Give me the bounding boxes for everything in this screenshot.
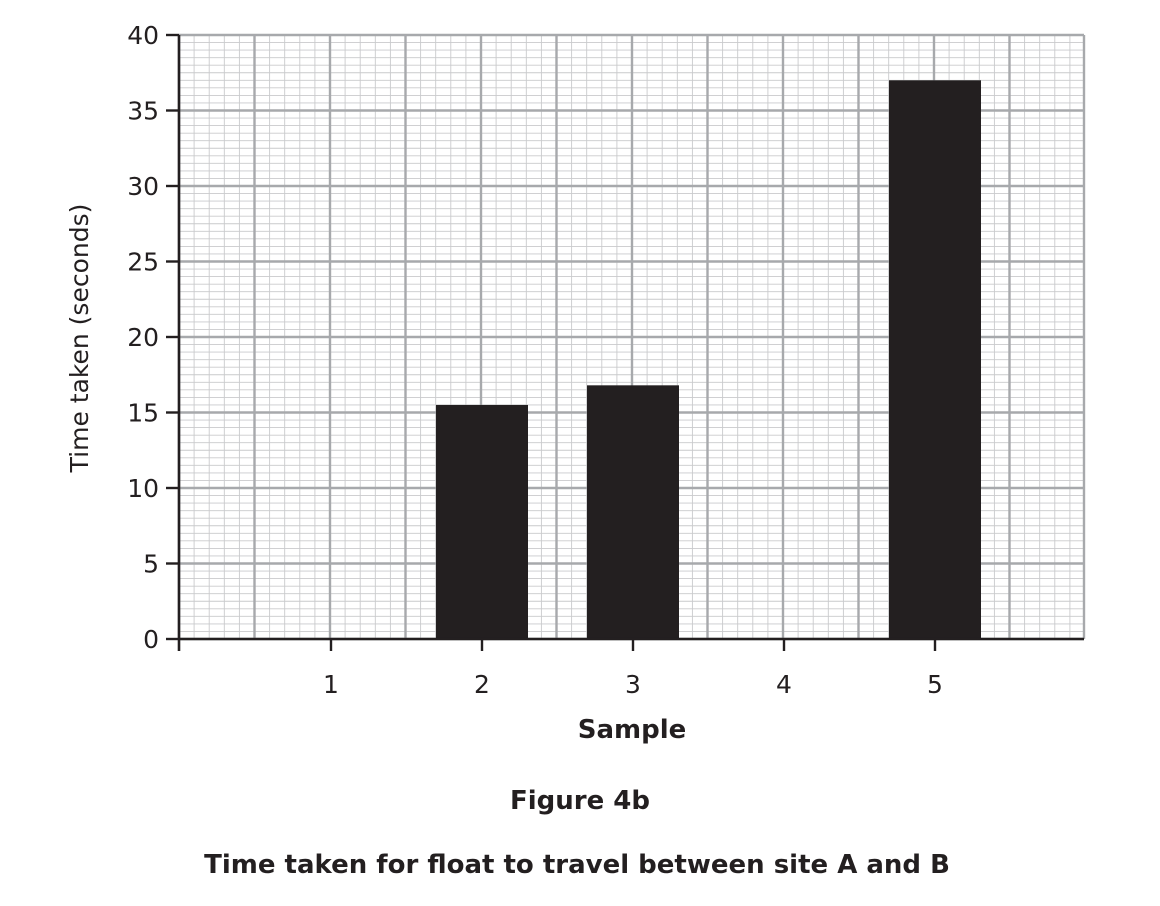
x-tick-labels: 1 2 3 4 5: [323, 670, 943, 699]
bar-sample-3: [587, 385, 679, 639]
y-tick-label: 0: [143, 625, 159, 654]
x-axis-label: Sample: [578, 715, 687, 745]
figure-title: Time taken for float to travel between s…: [204, 850, 950, 880]
figure-label: Figure 4b: [509, 786, 650, 816]
y-axis-label: Time taken (seconds): [65, 204, 94, 474]
bar-sample-5: [889, 80, 981, 640]
y-tick-labels: 0 5 10 15 20 25 30 35 40: [127, 21, 159, 654]
x-tick-label: 1: [323, 670, 339, 699]
y-tick-label: 35: [127, 97, 159, 126]
x-tick-label: 3: [625, 670, 641, 699]
y-tick-label: 10: [127, 474, 159, 503]
x-tick-label: 2: [474, 670, 490, 699]
y-tick-label: 25: [127, 248, 159, 277]
axes-group: [166, 33, 1084, 651]
chart: 0 5 10 15 20 25 30 35 40 1 2 3 4 5 Time taken (secon…: [65, 21, 1086, 745]
bar-sample-2: [436, 404, 528, 639]
y-tick-label: 40: [127, 21, 159, 50]
y-tick-label: 5: [143, 550, 159, 579]
y-tick-label: 15: [127, 399, 159, 428]
y-tick-label: 30: [127, 172, 159, 201]
y-tick-label: 20: [127, 323, 159, 352]
x-tick-label: 5: [927, 670, 943, 699]
x-tick-label: 4: [776, 670, 792, 699]
bars-group: [436, 80, 981, 640]
